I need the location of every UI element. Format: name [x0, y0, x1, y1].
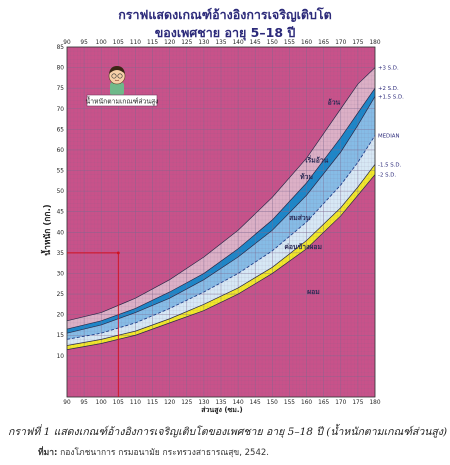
series-line--1.5 S.D. — [66, 164, 376, 346]
y-tick: 35 — [57, 251, 65, 257]
y-tick: 20 — [57, 313, 65, 319]
x-tick-top: 175 — [352, 40, 363, 46]
reference-point — [116, 251, 120, 255]
zone-label-สมส่วน: สมส่วน — [289, 214, 311, 222]
series-line-+1.5 S.D. — [66, 96, 376, 334]
zone-label-อ้วน: อ้วน — [328, 98, 341, 107]
source-label: ที่มา: — [38, 448, 58, 458]
x-tick-top: 145 — [250, 40, 261, 46]
y-tick: 50 — [57, 189, 65, 195]
x-tick-top: 110 — [130, 40, 141, 46]
x-tick-top: 135 — [215, 40, 226, 46]
y-tick: 45 — [57, 210, 65, 216]
growth-chart: 90 90 95 95 100 100 105 105 110 110 115 115 120 120 12… — [40, 40, 404, 415]
y-tick: 85 — [57, 45, 65, 51]
series-label-+2 S.D.: +2 S.D. — [378, 86, 399, 92]
zone-label-ท้วม: ท้วม — [300, 172, 313, 181]
tick-labels-layer: 90 90 95 95 100 100 105 105 110 110 115 115 120 120 12… — [57, 40, 381, 406]
x-tick-bottom: 100 — [96, 400, 107, 406]
y-tick: 25 — [57, 292, 65, 298]
x-tick-bottom: 140 — [233, 400, 244, 406]
zone-label-เริ่มอ้วน: เริ่มอ้วน — [305, 154, 328, 164]
x-tick-bottom: 160 — [301, 400, 312, 406]
x-tick-bottom: 155 — [284, 400, 295, 406]
x-tick-bottom: 170 — [335, 400, 346, 406]
y-tick: 40 — [57, 230, 65, 236]
x-tick-top: 150 — [267, 40, 278, 46]
x-tick-bottom: 175 — [352, 400, 363, 406]
x-tick-top: 155 — [284, 40, 295, 46]
badge-label: น้ำหนักตามเกณฑ์ส่วนสูง — [86, 96, 159, 106]
y-axis-label: น้ำหนัก (กก.) — [40, 204, 53, 256]
y-tick: 15 — [57, 333, 65, 339]
series-label-+3 S.D.: +3 S.D. — [378, 66, 399, 72]
chart-title-line2: ของเพศชาย อายุ 5–18 ปี — [154, 25, 296, 40]
x-tick-bottom: 130 — [198, 400, 209, 406]
zone-label-ค่อนข้างผอม: ค่อนข้างผอม — [284, 242, 322, 251]
x-tick-top: 180 — [369, 40, 380, 46]
x-tick-bottom: 120 — [164, 400, 175, 406]
y-tick: 55 — [57, 169, 65, 175]
x-tick-bottom: 90 — [63, 400, 71, 406]
x-tick-top: 160 — [301, 40, 312, 46]
boy-figure-icon — [108, 66, 126, 96]
x-tick-top: 165 — [318, 40, 329, 46]
y-tick: 80 — [57, 66, 65, 72]
y-tick: 10 — [57, 354, 65, 360]
curve-lines-layer — [66, 67, 376, 350]
series-label-MEDIAN: MEDIAN — [378, 134, 400, 140]
x-tick-top: 100 — [96, 40, 107, 46]
x-tick-bottom: 135 — [215, 400, 226, 406]
series-label--2 S.D.: -2 S.D. — [378, 173, 396, 179]
series-line-MEDIAN — [66, 135, 376, 340]
source-text: กองโภชนาการ กรมอนามัย กระทรวงสาธารณสุข, … — [57, 448, 269, 458]
source-note: ที่มา: กองโภชนาการ กรมอนามัย กระทรวงสาธา… — [38, 445, 269, 459]
line-labels-layer: +3 S.D. +2 S.D. +1.5 S.D. MEDIAN -1.5 S.D. -2… — [378, 66, 404, 179]
y-tick: 65 — [57, 127, 65, 133]
zone-label-ผอม: ผอม — [307, 288, 320, 296]
x-tick-top: 140 — [233, 40, 244, 46]
x-tick-bottom: 115 — [147, 400, 158, 406]
y-tick: 60 — [57, 148, 65, 154]
x-tick-top: 115 — [147, 40, 158, 46]
x-tick-bottom: 95 — [80, 400, 88, 406]
x-tick-bottom: 105 — [113, 400, 124, 406]
x-tick-top: 95 — [80, 40, 88, 46]
series-line--2 S.D. — [66, 174, 376, 350]
series-line-+3 S.D. — [66, 67, 376, 322]
x-tick-bottom: 110 — [130, 400, 141, 406]
x-axis-label: ส่วนสูง (ซม.) — [201, 406, 243, 415]
y-tick: 75 — [57, 86, 65, 92]
x-tick-top: 130 — [198, 40, 209, 46]
x-tick-bottom: 165 — [318, 400, 329, 406]
x-tick-bottom: 125 — [181, 400, 192, 406]
series-line-+2 S.D. — [66, 87, 376, 330]
plot-frame — [66, 46, 376, 398]
x-tick-top: 125 — [181, 40, 192, 46]
x-tick-top: 120 — [164, 40, 175, 46]
x-tick-bottom: 180 — [369, 400, 380, 406]
reference-layer — [67, 251, 120, 397]
series-label--1.5 S.D.: -1.5 S.D. — [378, 162, 402, 168]
x-tick-top: 90 — [63, 40, 71, 46]
y-tick: 30 — [57, 271, 65, 277]
y-tick: 70 — [57, 107, 65, 113]
x-tick-top: 170 — [335, 40, 346, 46]
chart-title-line1: กราฟแสดงเกณฑ์อ้างอิงการเจริญเติบโต — [118, 7, 332, 22]
x-tick-bottom: 145 — [250, 400, 261, 406]
figure-caption: กราฟที่ 1 แสดงเกณฑ์อ้างอิงการเจริญเติบโต… — [8, 426, 448, 438]
badge: น้ำหนักตามเกณฑ์ส่วนสูง — [86, 94, 159, 107]
x-tick-top: 105 — [113, 40, 124, 46]
series-label-+1.5 S.D.: +1.5 S.D. — [378, 94, 404, 100]
x-tick-bottom: 150 — [267, 400, 278, 406]
